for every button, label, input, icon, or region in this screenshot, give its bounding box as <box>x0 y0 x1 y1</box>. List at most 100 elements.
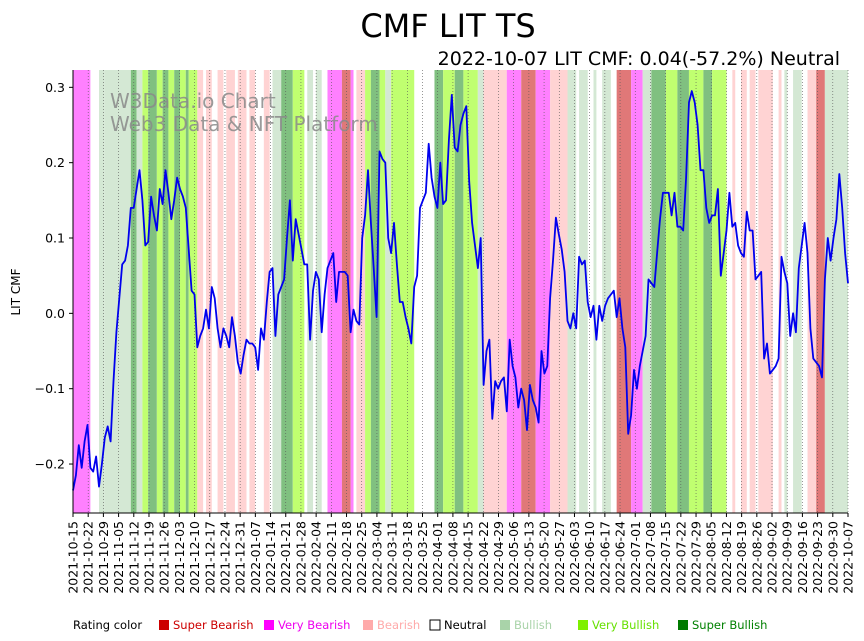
rating-band-super-bullish <box>148 70 157 513</box>
rating-band-super-bullish <box>281 70 293 513</box>
x-tick-label: 2021-12-24 <box>217 521 232 594</box>
legend-label-bearish: Bearish <box>377 618 420 632</box>
x-tick-label: 2022-09-16 <box>795 521 810 594</box>
x-tick-label: 2022-04-15 <box>461 521 476 594</box>
x-tick-label: 2022-02-18 <box>339 521 354 594</box>
rating-band-super-bullish <box>185 70 189 513</box>
rating-band-bearish <box>206 70 212 513</box>
rating-band-bullish <box>602 70 611 513</box>
x-tick-label: 2022-09-09 <box>780 521 795 594</box>
rating-band-very-bullish <box>179 70 186 513</box>
rating-band-very-bearish <box>73 70 91 513</box>
x-tick-label: 2022-03-25 <box>415 521 430 594</box>
x-tick-label: 2022-06-10 <box>582 521 597 594</box>
legend-swatch-super-bullish <box>678 620 688 630</box>
x-tick-label: 2022-06-03 <box>567 521 582 594</box>
rating-band-super-bullish <box>130 70 137 513</box>
x-tick-label: 2022-02-11 <box>324 521 339 594</box>
x-tick-label: 2022-04-29 <box>491 521 506 594</box>
rating-band-super-bearish <box>521 70 536 513</box>
legend-label-very-bullish: Very Bullish <box>592 618 659 632</box>
rating-band-super-bearish <box>341 70 351 513</box>
rating-band-bullish <box>385 70 392 513</box>
rating-band-bearish <box>237 70 247 513</box>
legend-swatch-super-bearish <box>159 620 169 630</box>
x-tick-label: 2022-08-26 <box>749 521 764 594</box>
rating-band-bearish <box>217 70 224 513</box>
x-tick-label: 2022-06-17 <box>597 521 612 594</box>
x-tick-label: 2022-01-21 <box>278 521 293 594</box>
x-tick-label: 2022-08-19 <box>734 521 749 594</box>
rating-band-very-bearish <box>506 70 522 513</box>
rating-band-bearish <box>807 70 817 513</box>
rating-band-very-bullish <box>365 70 371 513</box>
x-tick-label: 2021-12-03 <box>172 521 187 594</box>
x-tick-label: 2022-09-02 <box>765 521 780 594</box>
legend-label-bullish: Bullish <box>514 618 552 632</box>
legend-swatch-very-bullish <box>578 620 588 630</box>
y-axis-label: LIT CMF <box>9 268 23 315</box>
rating-band-very-bullish <box>712 70 727 513</box>
rating-band-bullish <box>784 70 788 513</box>
rating-band-bearish <box>249 70 256 513</box>
rating-band-super-bullish <box>677 70 689 513</box>
rating-band-very-bearish <box>350 70 354 513</box>
rating-band-bearish <box>741 70 747 513</box>
rating-band-very-bullish <box>292 70 305 513</box>
x-tick-label: 2022-09-30 <box>825 521 840 594</box>
y-tick-label: 0.2 <box>45 155 65 170</box>
y-axis-ticks: −0.2 −0.1 0.0 0.1 0.2 0.3 <box>35 80 73 472</box>
x-tick-label: 2022-01-07 <box>248 521 263 594</box>
x-tick-label: 2022-08-12 <box>719 521 734 594</box>
axes <box>72 70 848 514</box>
legend-swatch-very-bearish <box>264 620 274 630</box>
rating-band-bearish <box>550 70 568 513</box>
x-tick-label: 2022-03-11 <box>385 521 400 594</box>
watermark: W3Data.io Chart Web3 Data & NFT Platform <box>110 89 378 136</box>
x-tick-label: 2022-07-29 <box>689 521 704 594</box>
x-tick-label: 2022-09-23 <box>810 521 825 594</box>
rating-band-bullish <box>272 70 282 513</box>
x-tick-label: 2021-11-26 <box>157 521 172 594</box>
rating-band-bearish <box>263 70 270 513</box>
x-tick-label: 2022-03-18 <box>400 521 415 594</box>
legend-label-neutral: Neutral <box>444 618 486 632</box>
rating-band-super-bearish <box>816 70 825 513</box>
rating-band-bearish <box>483 70 507 513</box>
rating-band-bearish <box>758 70 773 513</box>
legend: Rating color Super Bearish Very Bearish Be… <box>73 618 767 632</box>
rating-band-bullish <box>99 70 105 513</box>
x-tick-label: 2022-04-08 <box>445 521 460 594</box>
rating-band-bullish <box>824 70 848 513</box>
rating-band-very-bullish <box>142 70 149 513</box>
x-tick-label: 2021-10-22 <box>81 521 96 594</box>
x-tick-label: 2021-11-19 <box>141 521 156 594</box>
x-tick-label: 2022-04-01 <box>430 521 445 594</box>
x-tick-label: 2021-10-15 <box>66 521 81 594</box>
rating-band-very-bullish <box>379 70 386 513</box>
rating-band-bullish <box>307 70 314 513</box>
x-tick-label: 2022-02-04 <box>309 521 324 594</box>
rating-band-bullish <box>136 70 143 513</box>
rating-band-very-bullish <box>665 70 678 513</box>
x-tick-label: 2022-05-06 <box>506 521 521 594</box>
chart-title: CMF LIT TS <box>360 7 535 45</box>
x-tick-label: 2022-02-25 <box>354 521 369 594</box>
series-line <box>72 90 849 491</box>
rating-band-very-bearish <box>535 70 551 513</box>
x-tick-label: 2021-11-12 <box>126 521 141 594</box>
rating-bands <box>73 70 848 513</box>
rating-band-very-bullish <box>443 70 455 513</box>
x-tick-label: 2022-07-15 <box>658 521 673 594</box>
x-tick-label: 2022-10-07 <box>841 521 856 594</box>
x-tick-label: 2021-12-17 <box>202 521 217 594</box>
rating-band-super-bullish <box>162 70 169 513</box>
chart-subtitle: 2022-10-07 LIT CMF: 0.04(-57.2%) Neutral <box>438 48 840 70</box>
rating-band-bullish <box>477 70 484 513</box>
x-tick-label: 2021-12-31 <box>233 521 248 594</box>
x-tick-label: 2022-05-27 <box>552 521 567 594</box>
watermark-line-1: W3Data.io Chart <box>110 89 276 113</box>
rating-band-super-bullish <box>434 70 444 513</box>
rating-band-bullish <box>104 70 131 513</box>
